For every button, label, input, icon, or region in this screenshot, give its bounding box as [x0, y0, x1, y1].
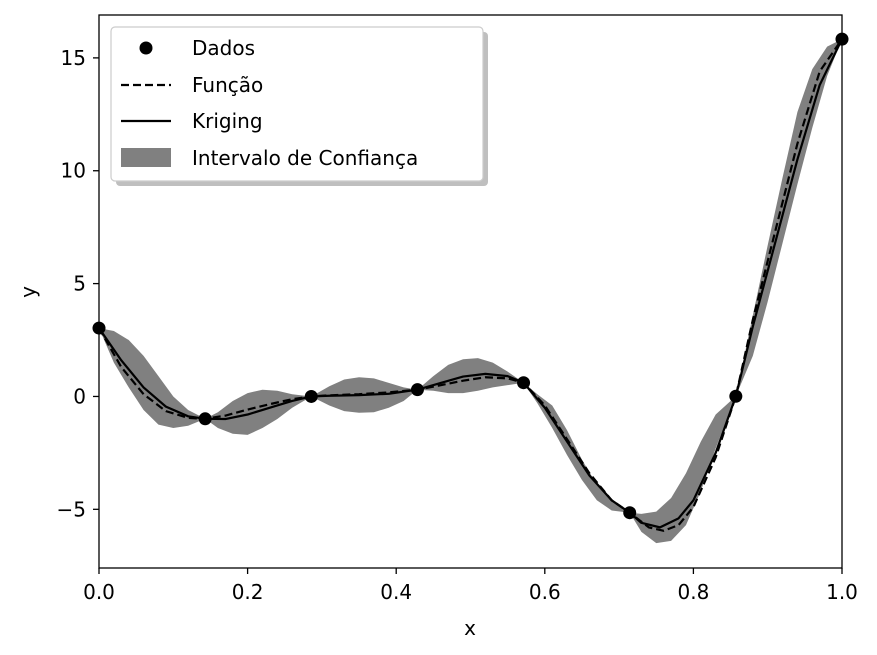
y-tick-label: −5 — [57, 497, 86, 521]
plot-area — [92, 32, 849, 544]
x-tick-label: 0.6 — [529, 580, 561, 604]
x-tick-label: 0.4 — [380, 580, 412, 604]
y-tick-label: 0 — [73, 384, 86, 408]
x-axis-label: x — [464, 616, 476, 640]
data-point — [729, 389, 743, 403]
legend-label-dados: Dados — [192, 36, 255, 60]
legend: Dados Função Kriging Intervalo de Confia… — [110, 26, 488, 186]
kriging-line — [98, 38, 843, 529]
data-point — [304, 389, 318, 403]
legend-box — [110, 26, 484, 182]
y-axis-label: y — [16, 286, 40, 298]
x-tick-label: 0.0 — [83, 580, 115, 604]
legend-label-kriging: Kriging — [192, 109, 263, 133]
legend-intervalo-patch — [121, 148, 171, 167]
data-point — [517, 376, 531, 390]
y-tick-label: 10 — [61, 159, 86, 183]
y-tick-label: 15 — [61, 46, 86, 70]
legend-dados-marker — [139, 41, 153, 55]
axes: 0.0 0.2 0.4 0.6 0.8 1.0 −5 0 5 10 15 — [57, 14, 858, 604]
data-point — [410, 383, 424, 397]
data-point — [198, 412, 212, 426]
legend-label-intervalo: Intervalo de Confiança — [192, 146, 418, 170]
axes-frame — [98, 14, 843, 569]
y-tick-label: 5 — [73, 272, 86, 296]
function-line — [98, 38, 843, 532]
x-tick-label: 0.8 — [677, 580, 709, 604]
legend-label-funcao: Função — [192, 73, 263, 97]
x-tick-label: 1.0 — [826, 580, 858, 604]
x-tick-label: 0.2 — [232, 580, 264, 604]
data-point — [623, 506, 637, 520]
